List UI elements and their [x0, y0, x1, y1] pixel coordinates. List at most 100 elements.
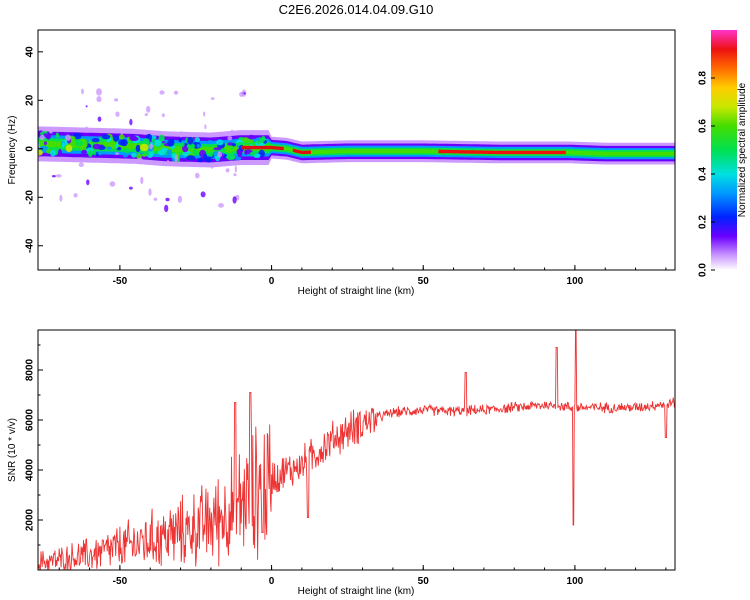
- spectral-blob: [194, 137, 200, 143]
- spectral-speckle: [230, 129, 235, 136]
- spectral-speckle: [217, 151, 223, 158]
- spectral-speckle: [96, 88, 102, 96]
- spectral-speckle: [96, 96, 102, 103]
- spectral-speckle: [204, 124, 207, 130]
- snr-x-tick-label: 50: [418, 576, 430, 587]
- spectral-blob: [81, 149, 87, 155]
- spectral-speckle: [203, 111, 206, 117]
- spectral-blob: [180, 142, 185, 148]
- spectral-speckle: [200, 191, 206, 198]
- spectral-blob: [43, 141, 47, 145]
- spectral-blob: [38, 149, 43, 156]
- spectral-speckle: [129, 186, 133, 190]
- spectral-speckle: [153, 197, 158, 201]
- spectral-speckle: [81, 88, 84, 95]
- snr-y-tick-label: 2000: [25, 508, 36, 531]
- spectral-blob: [244, 150, 248, 155]
- snr-series-line: [38, 330, 675, 570]
- spectral-blob: [166, 149, 173, 156]
- spectral-blob: [131, 152, 137, 158]
- spectral-blob: [232, 143, 236, 147]
- spectral-blob: [84, 141, 88, 148]
- snr-line-layer: [38, 330, 675, 570]
- spectral-blob: [213, 151, 219, 156]
- spectral-blob: [125, 147, 130, 154]
- colorbar-tick-label: 0.4: [698, 167, 709, 181]
- spectral-blob: [209, 151, 214, 157]
- spectral-blob: [258, 142, 265, 147]
- spectral-core-0: [241, 145, 284, 151]
- spectral-blob: [234, 156, 242, 161]
- colorbar-gradient: [711, 30, 737, 270]
- spectral-blob: [242, 137, 250, 143]
- colorbar-tick-label: 0.6: [698, 119, 709, 133]
- spectral-blob: [157, 149, 166, 156]
- spectral-speckle: [84, 126, 89, 133]
- spectral-blob: [139, 143, 149, 152]
- spectrogram-y-tick-label: 20: [25, 94, 36, 106]
- spectral-blob: [178, 138, 182, 143]
- colorbar-tick-label: 0.2: [698, 215, 709, 229]
- spectral-speckle: [234, 165, 237, 173]
- spectral-blob: [248, 139, 254, 144]
- spectral-speckle: [59, 194, 63, 202]
- spectrogram-y-tick-label: 40: [25, 46, 36, 58]
- spectrogram-x-tick-label: 50: [418, 276, 430, 287]
- spectral-blob: [39, 145, 48, 150]
- spectral-speckle: [65, 134, 71, 141]
- spectrogram-x-ticks: -50 0 50 100: [58, 265, 667, 287]
- spectral-speckle: [161, 113, 165, 118]
- snr-y-ticks: 2000 4000 6000 8000: [25, 344, 43, 546]
- snr-x-tick-label: -50: [113, 576, 128, 587]
- snr-y-label: SNR (10 * v/v): [7, 418, 18, 482]
- spectral-speckle: [115, 111, 120, 117]
- spectral-blob: [50, 149, 56, 157]
- spectral-speckle: [161, 141, 166, 144]
- colorbar-tick-label: 0.8: [698, 71, 709, 85]
- spectral-blob: [135, 144, 141, 153]
- spectral-blob: [153, 140, 161, 147]
- spectral-blob: [97, 151, 104, 155]
- spectral-blob: [58, 149, 62, 156]
- spectral-speckle: [227, 136, 233, 141]
- spectral-blob: [92, 143, 102, 150]
- spectral-blob: [226, 153, 236, 161]
- spectral-blob: [119, 134, 125, 140]
- snr-y-tick-label: 8000: [25, 358, 36, 381]
- spectral-blob: [248, 134, 254, 140]
- spectral-speckle: [137, 157, 144, 165]
- spectrogram-x-tick-label: -50: [113, 276, 128, 287]
- spectrogram-panel: -50 0 50 100 -40 -20 0 20 40 Height of straight…: [7, 29, 676, 297]
- spectrogram-y-ticks: -40 -20 0 20 40: [25, 46, 43, 253]
- spectral-speckle: [179, 131, 184, 138]
- spectral-speckle: [140, 176, 144, 184]
- spectrogram-y-tick-label: 0: [25, 146, 36, 152]
- spectral-blob: [130, 136, 139, 141]
- spectral-blob: [236, 142, 245, 146]
- spectrogram-heatmap: [38, 88, 675, 213]
- spectral-speckle: [239, 91, 245, 97]
- spectral-blob: [186, 143, 196, 149]
- spectral-speckle: [48, 128, 54, 134]
- spectral-blob: [120, 139, 128, 147]
- spectral-speckle: [46, 133, 51, 140]
- spectral-speckle: [51, 175, 56, 178]
- spectral-blob: [167, 139, 175, 147]
- snr-plot-area: [38, 330, 675, 570]
- snr-y-tick-label: 6000: [25, 408, 36, 431]
- spectral-blob: [207, 140, 214, 144]
- spectral-speckle: [164, 204, 169, 213]
- spectral-speckle: [167, 159, 169, 163]
- spectral-blob: [112, 135, 120, 142]
- spectral-speckle: [173, 90, 179, 95]
- figure-title: C2E6.2026.014.04.09.G10: [279, 2, 434, 17]
- spectral-blob: [227, 147, 233, 154]
- spectral-blob: [255, 137, 261, 141]
- spectrogram-y-tick-label: -20: [25, 190, 36, 205]
- spectral-speckle: [148, 188, 152, 196]
- spectral-blob: [103, 140, 108, 147]
- spectral-blob: [65, 144, 73, 153]
- spectral-speckle: [78, 162, 84, 168]
- spectral-blob: [158, 134, 165, 142]
